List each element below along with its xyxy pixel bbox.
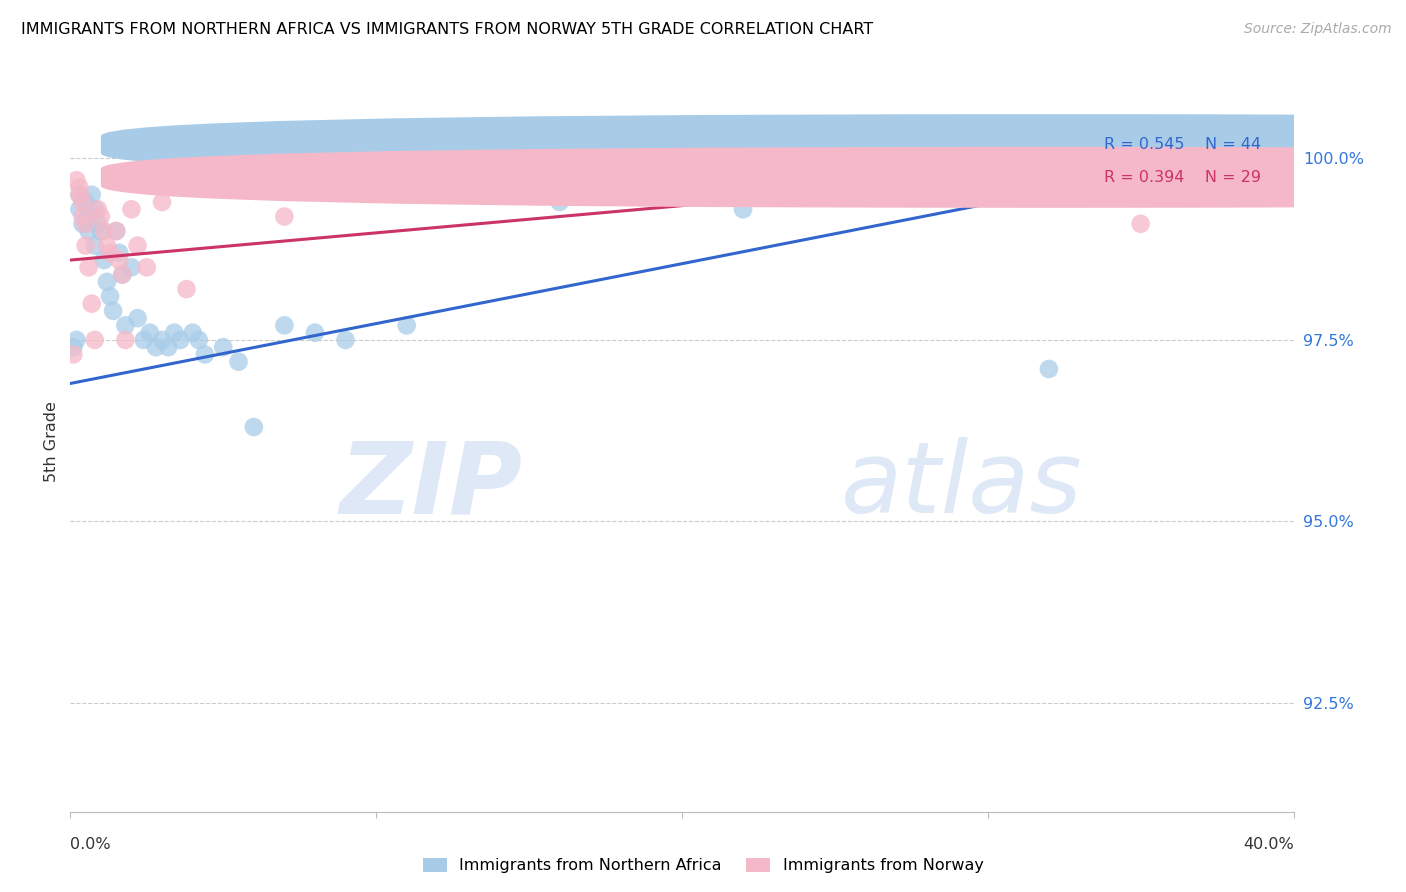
Point xyxy=(65,333,87,347)
Point xyxy=(111,268,134,282)
Point xyxy=(72,217,94,231)
Point xyxy=(62,347,84,361)
Point xyxy=(80,296,103,310)
Point xyxy=(1038,362,1060,376)
FancyBboxPatch shape xyxy=(988,126,1406,194)
Point xyxy=(150,194,173,209)
Point xyxy=(139,326,162,340)
Point xyxy=(80,187,103,202)
Point xyxy=(90,224,112,238)
Point xyxy=(169,333,191,347)
Point xyxy=(212,340,235,354)
Text: R = 0.545    N = 44: R = 0.545 N = 44 xyxy=(1104,137,1261,153)
Point xyxy=(304,326,326,340)
Point xyxy=(87,202,110,217)
Point xyxy=(395,318,418,333)
Point xyxy=(150,333,173,347)
Point xyxy=(72,210,94,224)
Point xyxy=(1267,136,1289,151)
Text: ZIP: ZIP xyxy=(340,437,523,534)
Point xyxy=(69,202,91,217)
Point xyxy=(127,311,149,326)
FancyBboxPatch shape xyxy=(101,147,1406,208)
Point xyxy=(187,333,209,347)
Point xyxy=(132,333,155,347)
Point xyxy=(98,289,121,303)
Point xyxy=(114,318,136,333)
Point xyxy=(90,210,112,224)
Point xyxy=(75,194,97,209)
Point xyxy=(176,282,198,296)
Point xyxy=(69,187,91,202)
Point xyxy=(96,238,118,252)
Point xyxy=(62,340,84,354)
Point xyxy=(96,275,118,289)
Point xyxy=(77,260,100,275)
Point xyxy=(135,260,157,275)
Point xyxy=(426,136,449,151)
Point xyxy=(273,210,295,224)
Point xyxy=(181,326,204,340)
Point xyxy=(69,180,91,194)
Point xyxy=(93,253,115,268)
Point xyxy=(101,304,124,318)
Point xyxy=(157,340,180,354)
Point xyxy=(733,202,755,217)
Point xyxy=(548,194,571,209)
Text: atlas: atlas xyxy=(841,437,1083,534)
Point xyxy=(75,217,97,231)
FancyBboxPatch shape xyxy=(101,114,1406,175)
Point xyxy=(83,238,105,252)
Point xyxy=(98,245,121,260)
Point xyxy=(105,224,128,238)
Point xyxy=(108,245,131,260)
Point xyxy=(121,202,143,217)
Text: IMMIGRANTS FROM NORTHERN AFRICA VS IMMIGRANTS FROM NORWAY 5TH GRADE CORRELATION : IMMIGRANTS FROM NORTHERN AFRICA VS IMMIG… xyxy=(21,22,873,37)
Point xyxy=(83,333,105,347)
Text: 40.0%: 40.0% xyxy=(1243,837,1294,852)
Point xyxy=(65,173,87,187)
Point xyxy=(121,260,143,275)
Point xyxy=(75,238,97,252)
Point xyxy=(127,238,149,252)
Point xyxy=(243,420,266,434)
Point xyxy=(273,318,295,333)
Point xyxy=(93,224,115,238)
Point xyxy=(83,202,105,217)
Point xyxy=(114,333,136,347)
Point xyxy=(72,194,94,209)
Point xyxy=(111,268,134,282)
Legend: Immigrants from Northern Africa, Immigrants from Norway: Immigrants from Northern Africa, Immigra… xyxy=(416,851,990,880)
Point xyxy=(163,326,186,340)
Text: 0.0%: 0.0% xyxy=(70,837,111,852)
Point xyxy=(77,224,100,238)
Point xyxy=(69,187,91,202)
Text: Source: ZipAtlas.com: Source: ZipAtlas.com xyxy=(1244,22,1392,37)
Text: R = 0.394    N = 29: R = 0.394 N = 29 xyxy=(1104,169,1261,185)
Point xyxy=(77,210,100,224)
Point xyxy=(1129,217,1152,231)
Y-axis label: 5th Grade: 5th Grade xyxy=(44,401,59,482)
Point xyxy=(212,166,235,180)
Point xyxy=(105,224,128,238)
Point xyxy=(335,333,357,347)
Point xyxy=(108,253,131,268)
Point xyxy=(145,340,167,354)
Point xyxy=(228,354,250,368)
Point xyxy=(87,217,110,231)
Point xyxy=(194,347,217,361)
